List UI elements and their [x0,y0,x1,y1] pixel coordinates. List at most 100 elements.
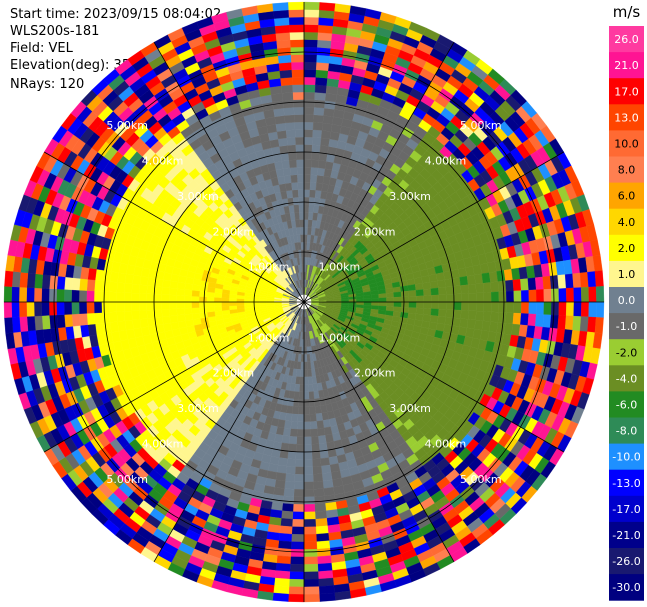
velocity-gate [490,311,499,323]
velocity-gate [292,76,305,85]
velocity-gate [438,286,447,296]
velocity-gate [348,299,357,303]
velocity-gate [274,161,284,171]
velocity-gate [154,316,164,326]
velocity-gate [558,288,567,303]
velocity-gate [303,399,310,408]
velocity-gate [303,459,313,468]
velocity-gate [543,301,552,316]
velocity-gate [393,306,402,313]
velocity-gate [109,311,118,323]
velocity-gate [542,275,552,290]
velocity-gate [452,317,461,327]
range-ring-label: 2.00km [213,225,255,238]
velocity-gate [78,290,87,303]
velocity-gate [308,383,314,393]
range-ring-label: 4.00km [142,155,184,168]
velocity-gate [206,306,215,313]
velocity-gate [565,301,575,317]
velocity-gate [310,174,318,183]
velocity-gate [274,479,286,489]
velocity-gate [572,272,582,289]
velocity-gate [513,301,522,314]
velocity-gate [71,301,80,315]
velocity-gate [279,145,289,154]
velocity-gate [429,315,439,324]
colorbar: m/s26.021.017.013.010.08.06.04.02.01.00.… [609,3,644,601]
velocity-gate [191,295,200,303]
velocity-gate [123,301,132,312]
velocity-gate [138,293,147,303]
velocity-gate [303,114,314,123]
velocity-gate [313,114,324,124]
velocity-gate [251,301,260,305]
velocity-gate [316,47,331,57]
velocity-gate [280,518,293,527]
velocity-gate [176,308,185,316]
velocity-gate [124,273,134,285]
velocity-gate [303,61,317,70]
velocity-gate [303,76,316,85]
velocity-gate [303,474,314,483]
velocity-gate [303,466,314,475]
velocity-gate [26,301,35,317]
velocity-gate [132,274,142,285]
velocity-gate [86,301,95,314]
velocity-gate [315,69,329,79]
velocity-gate [415,289,424,297]
velocity-gate [595,301,605,318]
velocity-gate [276,130,287,140]
velocity-gate [363,298,372,303]
velocity-gate [303,593,320,603]
velocity-gate [303,421,311,430]
velocity-gate [318,442,328,452]
velocity-gate [316,533,330,542]
velocity-gate [310,436,320,445]
velocity-gate [199,312,208,319]
velocity-gate [318,577,334,587]
velocity-gate [277,47,292,57]
velocity-gate [595,286,605,303]
velocity-gate [435,272,445,282]
velocity-gate [303,541,318,550]
velocity-gate [275,122,287,132]
velocity-gate [318,9,335,19]
velocity-gate [310,421,318,430]
velocity-gate [303,151,313,160]
velocity-gate [294,466,305,475]
velocity-gate [307,376,313,385]
velocity-gate [318,585,335,595]
velocity-gate [298,204,305,213]
velocity-gate [78,301,87,314]
velocity-gate [281,92,294,101]
velocity-gate [557,274,567,289]
velocity-gate [291,182,299,191]
velocity-gate [283,107,295,116]
velocity-gate [300,241,305,250]
velocity-gate [303,556,318,565]
velocity-gate [18,286,28,303]
velocity-gate [580,301,590,318]
velocity-gate [276,39,291,49]
velocity-gate [467,283,477,294]
velocity-gate [303,144,313,153]
velocity-gate [277,54,292,64]
velocity-gate [282,167,291,177]
velocity-gate [11,301,20,318]
velocity-gate [278,137,288,147]
velocity-gate [317,167,326,177]
velocity-gate [293,496,305,505]
velocity-gate [124,319,134,331]
velocity-gate [176,288,185,296]
velocity-gate [206,291,215,298]
velocity-gate [303,249,307,258]
velocity-gate [430,287,439,296]
range-ring-label: 1.00km [248,331,290,344]
velocity-gate [513,290,522,303]
velocity-gate [303,121,314,130]
velocity-gate [321,464,332,474]
velocity-gate [79,313,88,326]
velocity-gate [312,122,323,131]
velocity-gate [557,315,567,330]
velocity-gate [183,301,192,309]
